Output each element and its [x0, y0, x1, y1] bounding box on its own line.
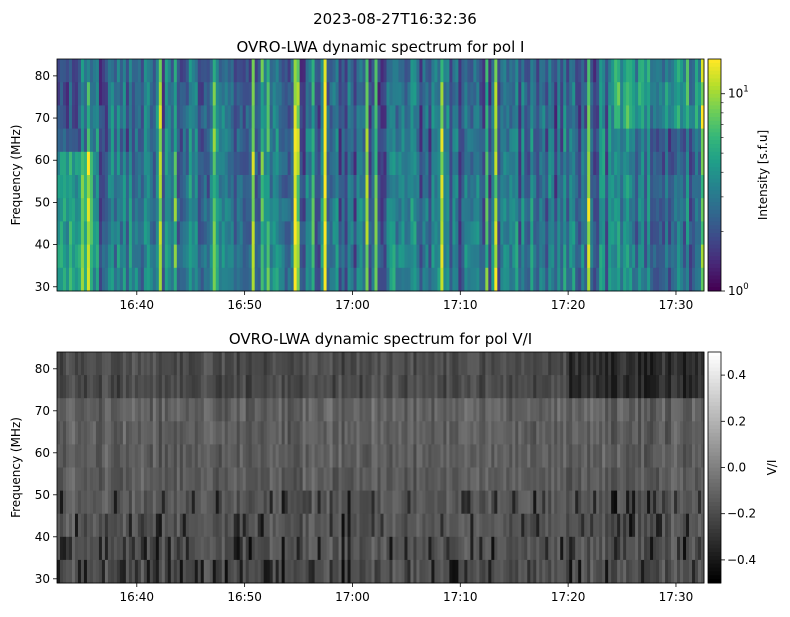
x-tick-label: 16:40	[119, 590, 154, 604]
y-tick-label: 50	[35, 488, 50, 502]
y-axis-label: Frequency (MHz)	[9, 417, 23, 518]
x-tick-label: 17:00	[335, 590, 370, 604]
colorbar-label: V/I	[765, 460, 779, 476]
heatmap-image	[57, 352, 705, 584]
colorbar-tick-label: −0.4	[727, 553, 756, 567]
heatmap-image	[57, 59, 705, 292]
y-tick-label: 70	[35, 111, 50, 125]
figure-suptitle: 2023-08-27T16:32:36	[313, 10, 477, 28]
chart-title: OVRO-LWA dynamic spectrum for pol V/I	[229, 330, 532, 348]
colorbar: 0.4 0.2 0.0 −0.2 −0.4 V/I	[707, 351, 779, 584]
y-tick-label: 80	[35, 69, 50, 83]
axes-frame	[56, 58, 705, 292]
x-tick-label: 16:40	[119, 298, 154, 312]
y-tick-label: 80	[35, 362, 50, 376]
colorbar: 100 101 Intensity [s.f.u]	[707, 58, 770, 298]
y-tick-label: 30	[35, 280, 50, 294]
y-tick-label: 40	[35, 530, 50, 544]
y-tick-label: 40	[35, 238, 50, 252]
y-tick-label: 60	[35, 153, 50, 167]
y-axis-label: Frequency (MHz)	[9, 125, 23, 226]
x-tick-label: 16:50	[227, 298, 262, 312]
x-tick-label: 17:30	[659, 298, 694, 312]
colorbar-tick-label: 0.0	[727, 461, 746, 475]
chart-title: OVRO-LWA dynamic spectrum for pol I	[237, 38, 525, 56]
x-tick-label: 17:20	[551, 298, 586, 312]
colorbar-label: Intensity [s.f.u]	[756, 130, 770, 220]
panel-1: OVRO-LWA dynamic spectrum for pol I 16:40…	[9, 38, 770, 312]
x-tick-label: 17:30	[659, 590, 694, 604]
colorbar-tick-label: 100	[728, 282, 749, 298]
axes-frame	[56, 351, 705, 584]
colorbar-tick-label: 101	[728, 85, 749, 101]
x-tick-label: 17:10	[443, 298, 478, 312]
x-tick-label: 17:10	[443, 590, 478, 604]
colorbar-tick-label: −0.2	[727, 507, 756, 521]
colorbar-tick-label: 0.4	[727, 368, 746, 382]
x-tick-label: 17:00	[335, 298, 370, 312]
y-tick-label: 30	[35, 572, 50, 586]
y-tick-label: 70	[35, 404, 50, 418]
x-tick-label: 17:20	[551, 590, 586, 604]
colorbar-tick-label: 0.2	[727, 414, 746, 428]
y-tick-label: 60	[35, 446, 50, 460]
y-tick-label: 50	[35, 195, 50, 209]
panel-2: OVRO-LWA dynamic spectrum for pol V/I 16:…	[9, 330, 779, 604]
x-tick-label: 16:50	[227, 590, 262, 604]
